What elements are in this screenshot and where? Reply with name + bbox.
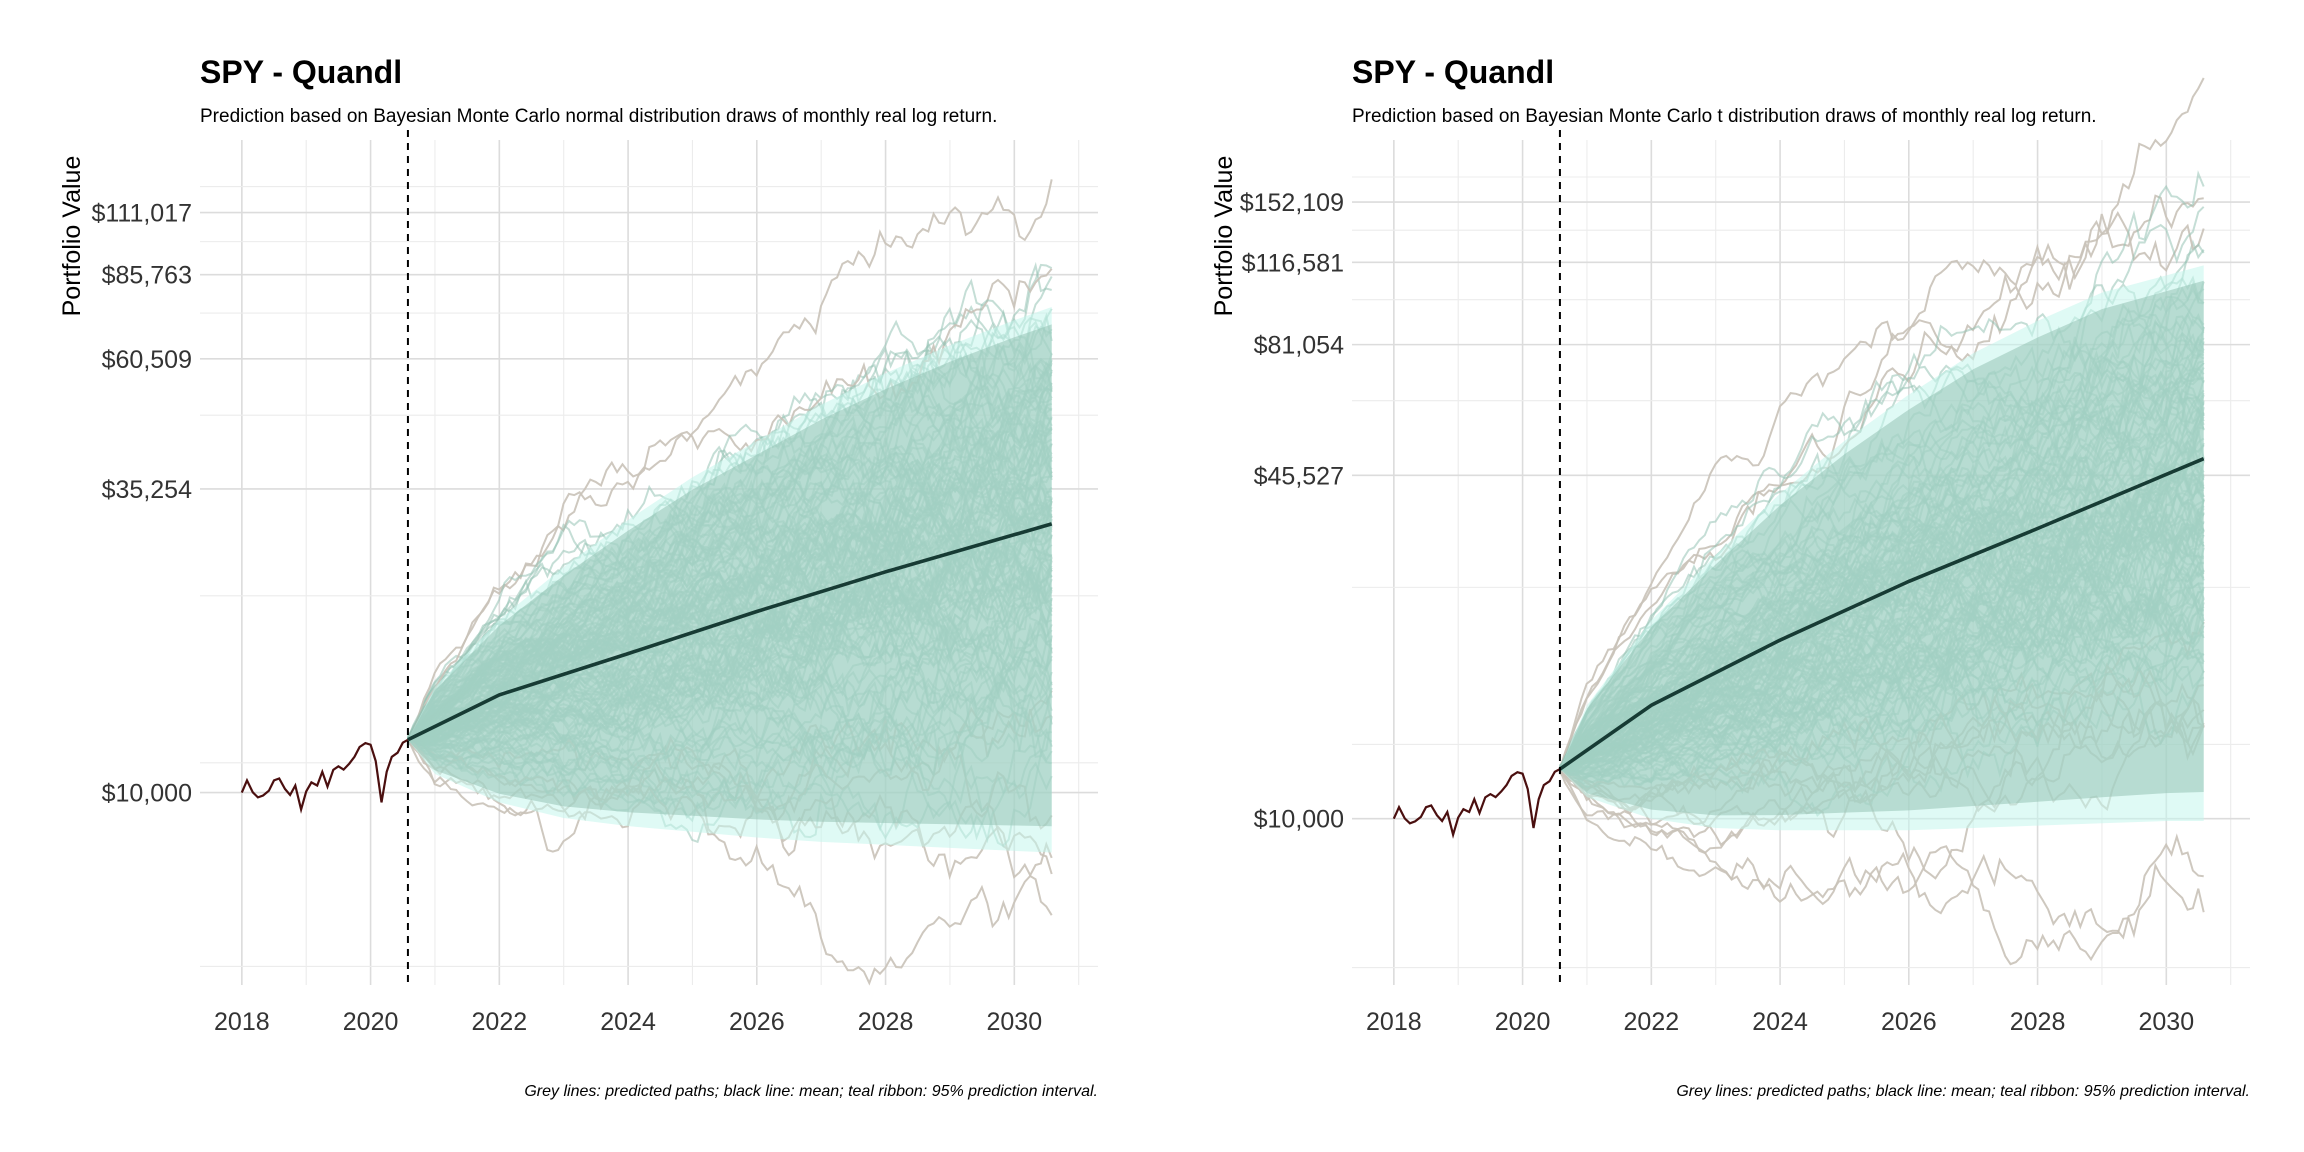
predicted-path bbox=[1559, 768, 2205, 966]
mean-line bbox=[1558, 457, 2205, 771]
left-chart: SPY - Quandl Prediction based on Bayesian… bbox=[58, 54, 1098, 1100]
x-tick-label: 2028 bbox=[2010, 1008, 2066, 1036]
y-tick-label: $60,509 bbox=[102, 346, 192, 374]
mean-line bbox=[407, 522, 1053, 742]
right-chart-panel: SPY - Quandl Prediction based on Bayesian… bbox=[1152, 0, 2304, 1152]
predicted-path bbox=[1558, 211, 2205, 769]
x-tick-label: 2020 bbox=[1495, 1008, 1551, 1036]
x-tick-label: 2030 bbox=[2139, 1008, 2195, 1036]
chart-caption: Grey lines: predicted paths; black line:… bbox=[524, 1083, 1098, 1100]
chart-caption: Grey lines: predicted paths; black line:… bbox=[1676, 1083, 2250, 1100]
chart-title: SPY - Quandl bbox=[200, 54, 402, 90]
x-tick-label: 2028 bbox=[858, 1008, 914, 1036]
chart-title: SPY - Quandl bbox=[1352, 54, 1554, 90]
x-tick-label: 2020 bbox=[343, 1008, 399, 1036]
y-tick-label: $111,017 bbox=[91, 200, 192, 228]
prediction-density-fill bbox=[407, 324, 1052, 827]
chart-subtitle: Prediction based on Bayesian Monte Carlo… bbox=[200, 106, 997, 127]
x-tick-label: 2026 bbox=[1881, 1008, 1937, 1036]
x-tick-label: 2018 bbox=[214, 1008, 270, 1036]
y-axis-label: Portfolio Value bbox=[1210, 156, 1238, 317]
x-tick-label: 2024 bbox=[600, 1008, 656, 1036]
y-tick-label: $85,763 bbox=[102, 262, 192, 290]
predicted-path bbox=[1558, 770, 2204, 940]
y-tick-label: $81,054 bbox=[1254, 332, 1344, 360]
predicted-path bbox=[407, 179, 1053, 741]
y-axis-label: Portfolio Value bbox=[58, 156, 86, 317]
right-chart: SPY - Quandl Prediction based on Bayesian… bbox=[1210, 54, 2250, 1100]
prediction-density-fill bbox=[1559, 280, 2204, 816]
y-tick-label: $10,000 bbox=[1254, 806, 1344, 834]
left-chart-panel: SPY - Quandl Prediction based on Bayesian… bbox=[58, 54, 1098, 1100]
history-line bbox=[240, 738, 409, 814]
x-tick-label: 2022 bbox=[472, 1008, 528, 1036]
x-tick-label: 2018 bbox=[1366, 1008, 1422, 1036]
history-line bbox=[1392, 768, 1561, 839]
y-tick-label: $152,109 bbox=[1240, 189, 1344, 217]
chart-subtitle: Prediction based on Bayesian Monte Carlo… bbox=[1352, 106, 2097, 127]
x-tick-label: 2022 bbox=[1624, 1008, 1680, 1036]
y-tick-label: $35,254 bbox=[102, 476, 192, 504]
predicted-path bbox=[407, 737, 1053, 986]
x-tick-label: 2026 bbox=[729, 1008, 785, 1036]
y-tick-label: $45,527 bbox=[1254, 462, 1344, 490]
y-tick-label: $10,000 bbox=[102, 780, 192, 808]
x-tick-label: 2024 bbox=[1752, 1008, 1808, 1036]
y-tick-label: $116,581 bbox=[1242, 249, 1344, 277]
predicted-path bbox=[407, 261, 1052, 741]
x-tick-label: 2030 bbox=[987, 1008, 1043, 1036]
predicted-path bbox=[1558, 194, 2204, 768]
